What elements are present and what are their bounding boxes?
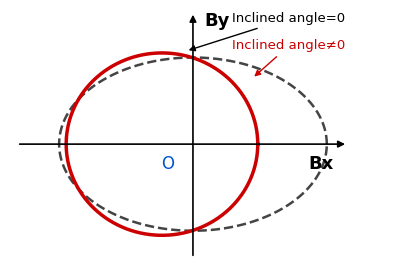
Text: Bx: Bx (308, 155, 334, 173)
Text: Inclined angle≠0: Inclined angle≠0 (232, 39, 346, 76)
Text: O: O (161, 155, 174, 173)
Text: Inclined angle=0: Inclined angle=0 (190, 12, 346, 51)
Text: By: By (204, 12, 230, 30)
